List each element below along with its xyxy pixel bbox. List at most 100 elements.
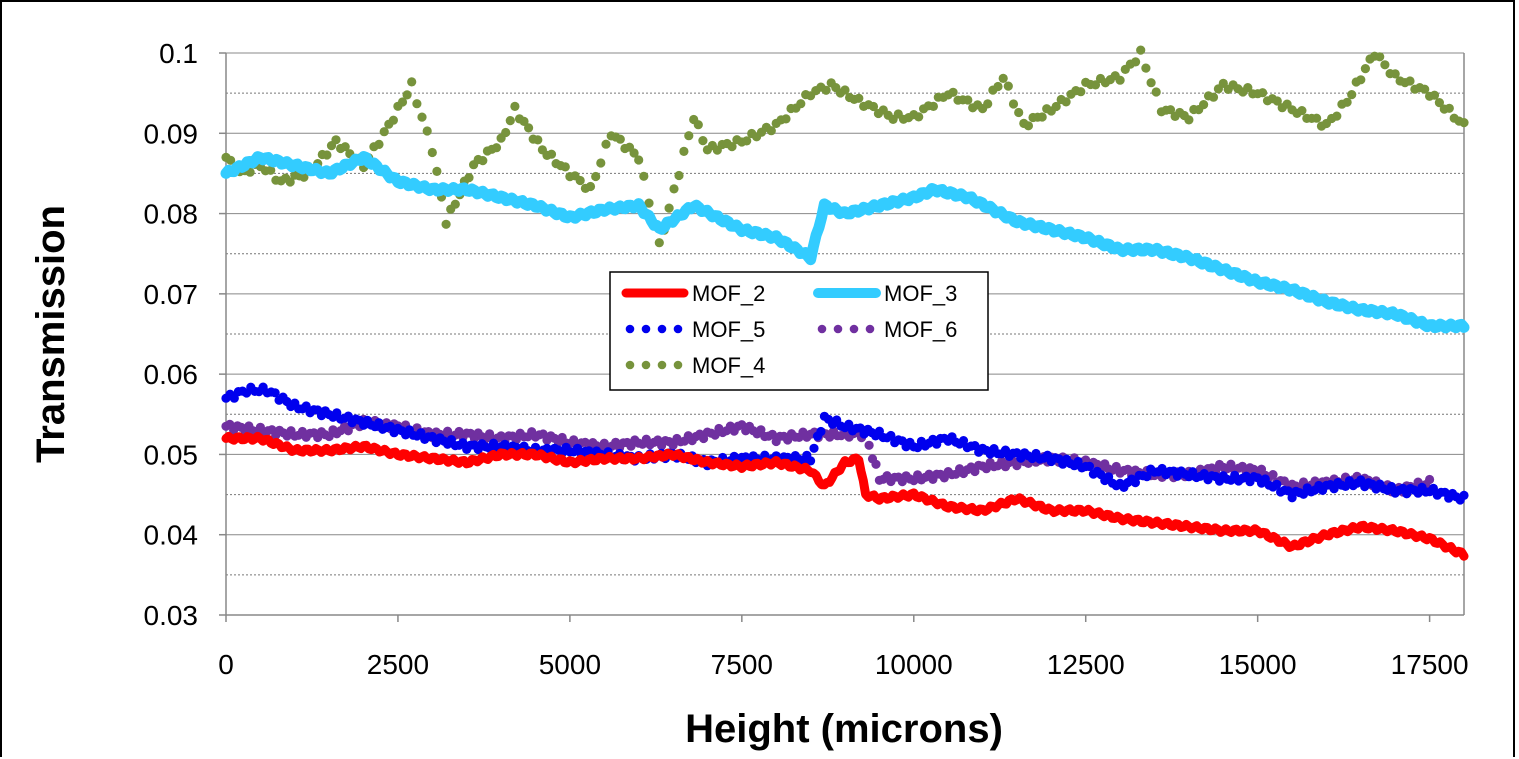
x-tick-label-5: 12500 (1047, 649, 1125, 680)
series-point-mof-4 (781, 114, 791, 124)
legend-label-mof-5: MOF_5 (692, 317, 765, 342)
legend-swatch-dot (673, 324, 683, 334)
series-point-mof-4 (397, 97, 408, 107)
series-point-mof-4 (1008, 99, 1019, 109)
series-point-mof-4 (1420, 84, 1430, 94)
series-point-mof-5 (301, 401, 311, 411)
legend-swatch-dot (817, 324, 827, 334)
series-point-mof-5 (458, 438, 468, 448)
series-point-mof-4 (654, 238, 664, 248)
x-axis-title: Height (microns) (685, 707, 1003, 751)
series-point-mof-4 (422, 126, 432, 136)
y-tick-label-4: 0.07 (144, 279, 199, 310)
series-point-mof-5 (886, 430, 896, 441)
series-point-mof-4 (615, 134, 625, 144)
series-line-mof-2 (221, 431, 1469, 561)
series-point-mof-4 (1434, 98, 1444, 108)
series-point-mof-6 (1268, 470, 1278, 480)
series-point-mof-4 (766, 126, 776, 136)
series-point-mof-4 (1184, 115, 1194, 125)
series-point-mof-4 (1380, 60, 1390, 70)
series-point-mof-4 (1375, 52, 1385, 62)
legend-swatch-dot (657, 360, 667, 370)
legend-label-mof-4: MOF_4 (692, 353, 765, 378)
legend-entry-mof-5: MOF_5 (625, 317, 765, 342)
series-point-mof-4 (1356, 75, 1366, 85)
series-point-mof-5 (1283, 486, 1293, 496)
series-point-mof-4 (427, 147, 437, 158)
series-point-mof-5 (809, 443, 819, 453)
series-point-mof-4 (450, 199, 460, 209)
legend-swatch-mof-5 (625, 324, 683, 334)
series-point-mof-4 (634, 155, 644, 165)
series-point-mof-4 (533, 135, 543, 145)
y-tick-label-6: 0.09 (144, 118, 199, 149)
series-point-mof-4 (1243, 83, 1253, 93)
series-point-mof-4 (1090, 80, 1101, 90)
legend-label-mof-6: MOF_6 (884, 317, 957, 342)
series-point-mof-4 (669, 184, 679, 194)
series-point-mof-5 (1272, 479, 1282, 489)
series-point-mof-4 (299, 172, 309, 182)
series-point-mof-4 (796, 99, 806, 109)
legend-swatch-dot (673, 360, 683, 370)
legend-label-mof-3: MOF_3 (884, 281, 957, 306)
series-point-mof-6 (767, 429, 778, 439)
series-point-mof-4 (1444, 103, 1454, 113)
series-point-mof-4 (1165, 105, 1176, 115)
series-mof-2 (221, 431, 1469, 561)
series-point-mof-4 (501, 127, 511, 138)
series-point-mof-4 (322, 150, 332, 160)
series-point-mof-4 (821, 85, 831, 95)
series-point-mof-4 (491, 143, 502, 153)
series-point-mof-6 (324, 431, 334, 442)
y-tick-label-7: 0.1 (159, 38, 198, 69)
series-point-mof-4 (1342, 97, 1352, 107)
series-point-mof-5 (1459, 490, 1469, 500)
legend-swatch-mof-4 (625, 360, 683, 370)
series-point-mof-6 (1425, 474, 1435, 485)
series-point-mof-4 (591, 171, 601, 182)
series-point-mof-4 (505, 116, 515, 126)
legend-entry-mof-3: MOF_3 (813, 281, 957, 306)
x-tick-label-1: 2500 (367, 649, 429, 680)
series-point-mof-4 (1360, 64, 1370, 74)
series-point-mof-4 (629, 148, 639, 158)
series-point-mof-4 (1332, 111, 1342, 121)
x-tick-label-4: 10000 (875, 649, 953, 680)
series-point-mof-4 (1208, 92, 1219, 102)
series-point-mof-4 (1405, 76, 1415, 86)
series-point-mof-4 (1199, 100, 1209, 110)
y-tick-label-1: 0.04 (144, 520, 199, 551)
x-tick-label-7: 17500 (1391, 649, 1469, 680)
series-point-mof-4 (432, 166, 442, 176)
series-point-mof-4 (698, 136, 708, 146)
legend: MOF_2 MOF_3 MOF_5 MOF_6 MOF_4 (609, 271, 989, 391)
series-point-mof-4 (998, 73, 1008, 83)
series-point-mof-4 (478, 156, 488, 166)
legend-entry-mof-4: MOF_4 (625, 353, 765, 378)
series-point-mof-4 (983, 99, 993, 109)
series-point-mof-4 (742, 136, 752, 146)
series-point-mof-4 (1014, 107, 1024, 118)
series-point-mof-4 (1258, 88, 1268, 98)
series-point-mof-4 (679, 146, 689, 156)
series-point-mof-4 (1312, 113, 1322, 123)
y-tick-label-3: 0.06 (144, 359, 199, 390)
series-point-mof-4 (1347, 90, 1357, 100)
series-point-mof-4 (639, 171, 649, 181)
series-point-mof-4 (575, 175, 585, 186)
series-point-mof-4 (1061, 97, 1071, 107)
legend-swatch-dot (865, 324, 875, 334)
series-point-mof-6 (756, 425, 766, 435)
series-point-mof-4 (1297, 106, 1307, 116)
series-point-mof-6 (871, 459, 881, 469)
series-point-mof-4 (1272, 96, 1282, 106)
series-line-mof-3 (220, 151, 1470, 334)
x-axis-ticks: 0 2500 5000 7500 10000 12500 15000 17500 (218, 615, 1469, 680)
series-point-mof-4 (331, 135, 341, 145)
series-point-mof-4 (601, 139, 611, 149)
series-point-mof-4 (1459, 118, 1469, 128)
